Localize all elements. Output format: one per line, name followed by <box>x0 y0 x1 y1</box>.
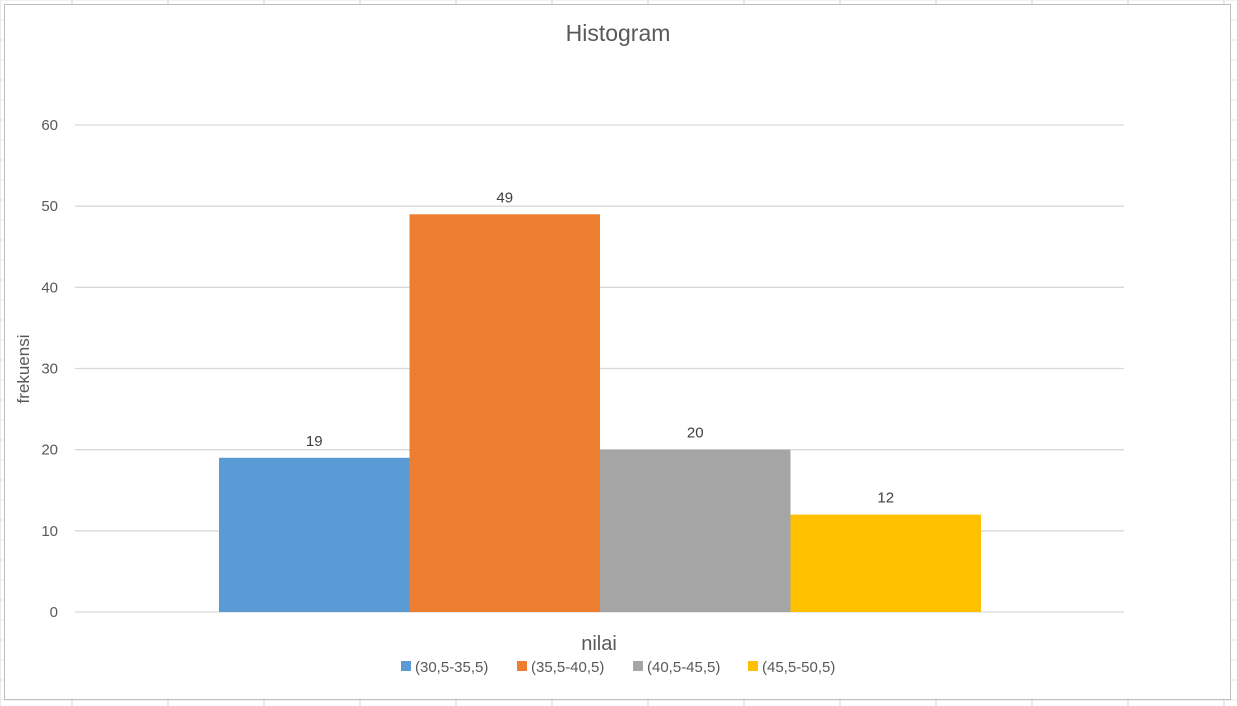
histogram-chart[interactable]: Histogram frekuensi nilai 0102030405060 … <box>5 5 1230 699</box>
y-tick-labels: 0 10 20 30 40 50 60 <box>41 117 58 621</box>
legend-swatch <box>517 661 527 671</box>
chart-title: Histogram <box>566 20 671 46</box>
legend: (30,5-35,5) (35,5-40,5) (40,5-45,5) (45,5-5… <box>401 659 835 676</box>
legend-swatch <box>401 661 411 671</box>
bars: 19 49 20 12 <box>219 189 982 613</box>
bar[interactable] <box>600 449 791 612</box>
y-tick-label: 20 <box>41 442 58 459</box>
y-tick-label: 30 <box>41 361 58 378</box>
legend-entry: (40,5-45,5) <box>647 659 720 676</box>
data-label: 20 <box>687 425 704 442</box>
chart-area[interactable]: Histogram frekuensi nilai 0 10 20 30 40 50 60 … <box>4 4 1231 700</box>
legend-entry: (30,5-35,5) <box>415 659 488 676</box>
legend-entry: (35,5-40,5) <box>531 659 604 676</box>
legend-swatch <box>748 661 758 671</box>
bar[interactable] <box>409 214 601 613</box>
bar[interactable] <box>790 514 982 612</box>
y-tick-label: 50 <box>41 198 58 215</box>
y-tick-label: 0 <box>50 604 58 621</box>
legend-entry: (45,5-50,5) <box>762 659 835 676</box>
data-label: 49 <box>496 189 513 206</box>
y-axis-label: frekuensi <box>14 335 33 404</box>
legend-swatch <box>633 661 643 671</box>
y-tick-label: 40 <box>41 279 58 296</box>
y-tick-label: 10 <box>41 523 58 540</box>
x-axis-label: nilai <box>581 633 617 655</box>
bar[interactable] <box>219 457 410 612</box>
data-label: 12 <box>877 490 894 507</box>
y-tick-label: 60 <box>41 117 58 134</box>
data-label: 19 <box>306 433 323 450</box>
